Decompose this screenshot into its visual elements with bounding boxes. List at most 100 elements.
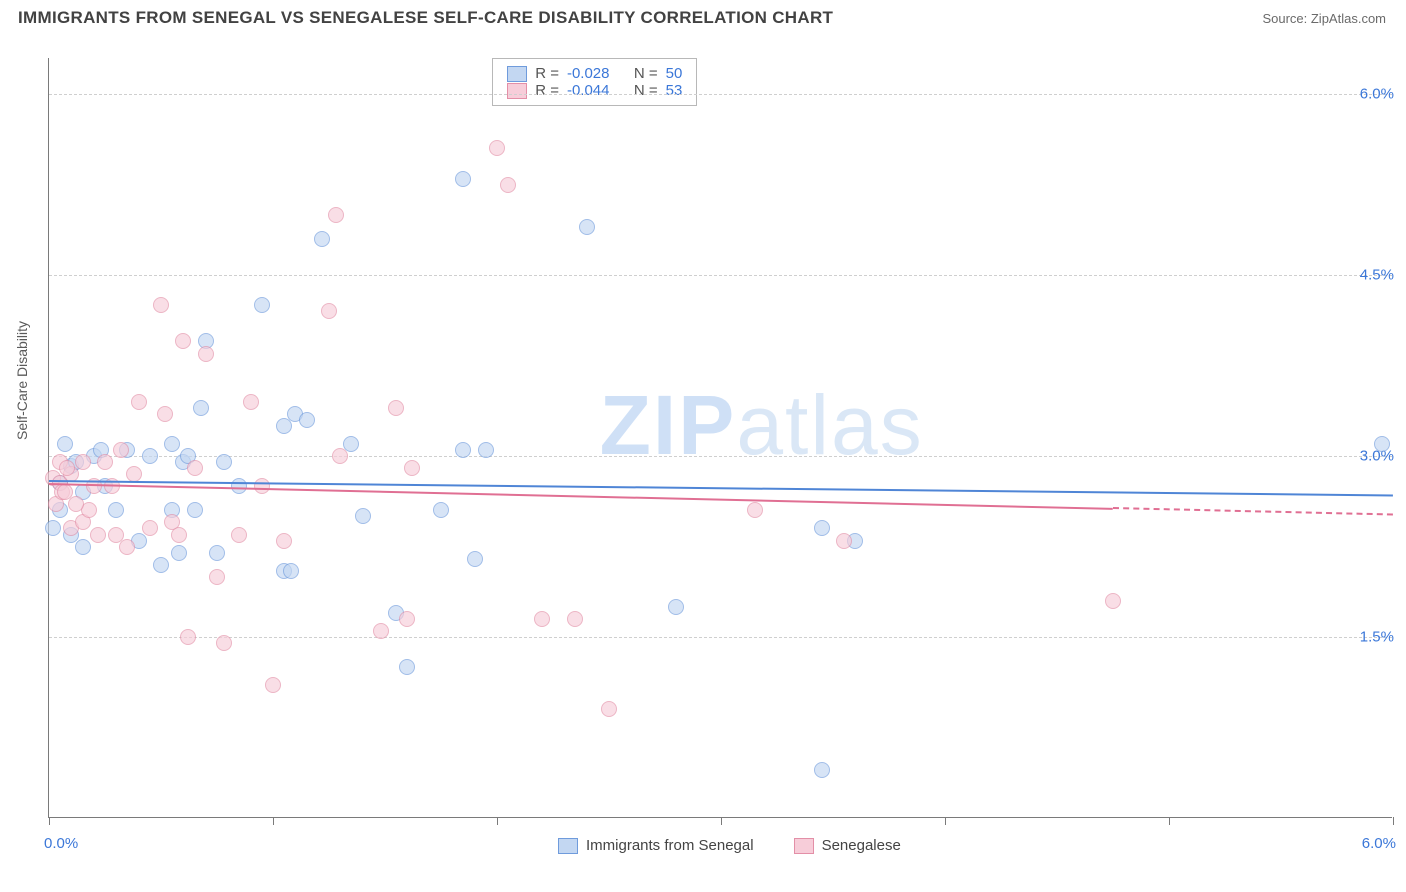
scatter-point	[131, 394, 147, 410]
legend-swatch	[507, 66, 527, 82]
scatter-point	[534, 611, 550, 627]
x-tick	[1169, 817, 1170, 825]
legend-swatch	[558, 838, 578, 854]
scatter-point	[171, 527, 187, 543]
scatter-point	[113, 442, 129, 458]
trend-line-dashed	[1113, 507, 1393, 516]
scatter-point	[75, 539, 91, 555]
scatter-point	[175, 333, 191, 349]
x-tick	[497, 817, 498, 825]
legend-swatch	[794, 838, 814, 854]
gridline	[49, 94, 1392, 95]
scatter-point	[579, 219, 595, 235]
scatter-point	[187, 460, 203, 476]
source-label: Source: ZipAtlas.com	[1262, 11, 1386, 26]
x-tick	[721, 817, 722, 825]
scatter-point	[157, 406, 173, 422]
n-value: 53	[666, 82, 683, 99]
y-tick-label: 6.0%	[1360, 86, 1394, 103]
scatter-point	[68, 496, 84, 512]
scatter-point	[231, 478, 247, 494]
scatter-point	[164, 436, 180, 452]
plot-area: ZIPatlas R = -0.028 N = 50R = -0.044 N =…	[48, 58, 1392, 818]
n-value: 50	[666, 65, 683, 82]
scatter-point	[388, 400, 404, 416]
scatter-point	[567, 611, 583, 627]
scatter-point	[209, 569, 225, 585]
scatter-point	[399, 659, 415, 675]
y-axis-title: Self-Care Disability	[14, 321, 30, 440]
x-tick	[49, 817, 50, 825]
scatter-point	[57, 436, 73, 452]
scatter-point	[216, 454, 232, 470]
scatter-point	[265, 677, 281, 693]
legend-correlation-row: R = -0.044 N = 53	[507, 82, 682, 99]
scatter-point	[747, 502, 763, 518]
gridline	[49, 637, 1392, 638]
x-axis-max-label: 6.0%	[1362, 835, 1396, 852]
plot-wrap: ZIPatlas R = -0.028 N = 50R = -0.044 N =…	[48, 58, 1392, 818]
x-tick	[945, 817, 946, 825]
scatter-point	[1105, 593, 1121, 609]
y-tick-label: 4.5%	[1360, 267, 1394, 284]
scatter-point	[489, 140, 505, 156]
scatter-point	[254, 478, 270, 494]
scatter-point	[836, 533, 852, 549]
legend-correlation-row: R = -0.028 N = 50	[507, 65, 682, 82]
scatter-point	[216, 635, 232, 651]
scatter-point	[97, 454, 113, 470]
scatter-point	[478, 442, 494, 458]
scatter-point	[209, 545, 225, 561]
scatter-point	[45, 520, 61, 536]
x-tick	[1393, 817, 1394, 825]
x-axis-min-label: 0.0%	[44, 835, 78, 852]
scatter-point	[328, 207, 344, 223]
scatter-point	[180, 629, 196, 645]
legend-series-label: Immigrants from Senegal	[586, 837, 754, 854]
scatter-point	[276, 533, 292, 549]
scatter-point	[119, 539, 135, 555]
scatter-point	[814, 520, 830, 536]
scatter-point	[500, 177, 516, 193]
scatter-point	[404, 460, 420, 476]
legend-series-item: Senegalese	[794, 837, 901, 854]
scatter-point	[75, 454, 91, 470]
scatter-point	[321, 303, 337, 319]
scatter-point	[283, 563, 299, 579]
scatter-point	[126, 466, 142, 482]
scatter-point	[399, 611, 415, 627]
scatter-point	[254, 297, 270, 313]
scatter-point	[433, 502, 449, 518]
scatter-point	[467, 551, 483, 567]
scatter-point	[142, 448, 158, 464]
watermark-atlas: atlas	[736, 378, 923, 472]
scatter-point	[171, 545, 187, 561]
legend-series: Immigrants from Senegal Senegalese	[558, 837, 901, 854]
scatter-point	[355, 508, 371, 524]
scatter-point	[142, 520, 158, 536]
scatter-point	[1374, 436, 1390, 452]
r-value: -0.044	[567, 82, 610, 99]
scatter-point	[455, 442, 471, 458]
scatter-point	[373, 623, 389, 639]
scatter-point	[198, 346, 214, 362]
legend-correlation: R = -0.028 N = 50R = -0.044 N = 53	[492, 58, 697, 106]
scatter-point	[314, 231, 330, 247]
scatter-point	[90, 527, 106, 543]
scatter-point	[153, 297, 169, 313]
scatter-point	[332, 448, 348, 464]
legend-swatch	[507, 83, 527, 99]
scatter-point	[299, 412, 315, 428]
gridline	[49, 275, 1392, 276]
r-value: -0.028	[567, 65, 610, 82]
scatter-point	[455, 171, 471, 187]
scatter-point	[187, 502, 203, 518]
scatter-point	[243, 394, 259, 410]
legend-series-label: Senegalese	[822, 837, 901, 854]
legend-series-item: Immigrants from Senegal	[558, 837, 754, 854]
chart-title: IMMIGRANTS FROM SENEGAL VS SENEGALESE SE…	[18, 8, 833, 28]
watermark: ZIPatlas	[600, 377, 924, 474]
scatter-point	[668, 599, 684, 615]
watermark-zip: ZIP	[600, 378, 737, 472]
y-tick-label: 1.5%	[1360, 629, 1394, 646]
